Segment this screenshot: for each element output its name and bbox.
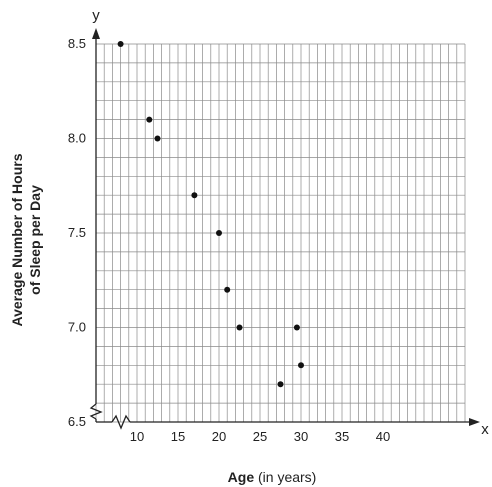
y-axis-variable: y (92, 7, 100, 24)
y-tick-label: 7.0 (68, 320, 86, 335)
y-axis-label-line2: of Sleep per Day (27, 185, 43, 295)
data-point (293, 324, 300, 331)
data-point (277, 381, 284, 388)
x-axis-variable: x (481, 421, 489, 438)
x-tick-label: 25 (253, 429, 267, 444)
x-axis-label-unit: (in years) (254, 469, 316, 485)
data-point (236, 324, 243, 331)
y-axis-label-line1: Average Number of Hours (9, 153, 25, 326)
x-tick-label: 30 (294, 429, 308, 444)
x-tick-label: 15 (171, 429, 185, 444)
tick-labels: 10 15 20 25 30 35 40 6.5 7.0 7.5 8.0 8.5 (68, 36, 390, 444)
data-point (216, 230, 222, 236)
x-axis-label: Age (in years) (228, 469, 317, 485)
data-point (154, 135, 161, 142)
x-tick-label: 10 (130, 429, 144, 444)
x-axis-break (111, 414, 131, 430)
y-axis-arrow (92, 28, 100, 39)
x-tick-label: 35 (335, 429, 349, 444)
data-point (146, 116, 153, 123)
chart-grid (95, 43, 466, 423)
y-tick-label: 8.0 (68, 131, 86, 146)
data-point (191, 192, 198, 199)
data-points (117, 41, 304, 388)
x-tick-label: 20 (212, 429, 226, 444)
y-axis-label: Average Number of Hours of Sleep per Day (9, 153, 43, 326)
y-tick-label: 7.5 (68, 225, 86, 240)
chart-axes (89, 28, 480, 430)
x-tick-label: 40 (376, 429, 390, 444)
data-point (298, 362, 304, 369)
y-tick-label: 6.5 (68, 414, 86, 429)
data-point (117, 41, 124, 47)
data-point (224, 286, 231, 293)
y-axis-break (89, 403, 103, 420)
x-axis-arrow (469, 418, 480, 426)
x-axis-label-main: Age (228, 469, 255, 485)
y-tick-label: 8.5 (68, 36, 86, 51)
